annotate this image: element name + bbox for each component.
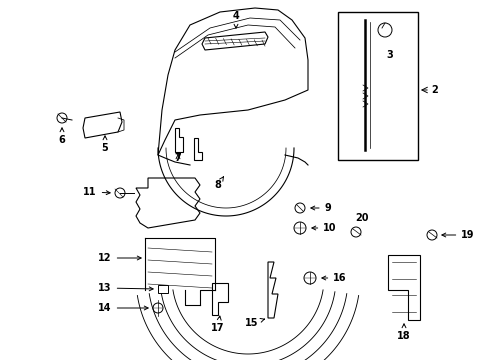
Text: 3: 3 bbox=[386, 50, 392, 60]
Text: 17: 17 bbox=[211, 316, 224, 333]
Text: 12: 12 bbox=[98, 253, 141, 263]
Text: 15: 15 bbox=[245, 318, 264, 328]
Text: 16: 16 bbox=[321, 273, 346, 283]
Text: 7: 7 bbox=[174, 153, 181, 163]
Text: 19: 19 bbox=[441, 230, 474, 240]
Text: 6: 6 bbox=[59, 128, 65, 145]
Text: 8: 8 bbox=[214, 177, 223, 190]
Bar bbox=[337, 12, 417, 160]
Text: 2: 2 bbox=[431, 85, 437, 95]
Text: 13: 13 bbox=[98, 283, 153, 293]
Text: 10: 10 bbox=[311, 223, 336, 233]
Text: 20: 20 bbox=[354, 213, 368, 223]
Text: 9: 9 bbox=[310, 203, 331, 213]
Text: 11: 11 bbox=[83, 187, 110, 197]
Text: 5: 5 bbox=[102, 136, 108, 153]
Text: 4: 4 bbox=[232, 11, 239, 28]
Bar bbox=[158, 285, 168, 293]
Text: 18: 18 bbox=[396, 324, 410, 341]
Text: 14: 14 bbox=[98, 303, 148, 313]
